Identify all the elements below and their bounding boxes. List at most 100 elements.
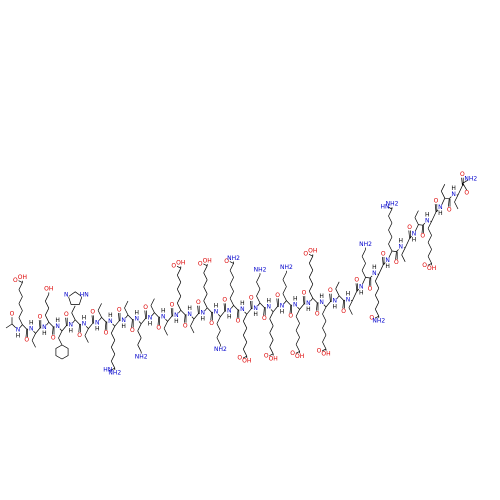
bond [154,312,160,318]
bond [361,270,366,278]
bond [308,277,314,285]
bond [246,308,252,315]
side-chain-label: O [303,251,308,258]
bond [31,340,36,348]
bond [302,295,305,305]
label-bg [120,317,127,324]
bond [35,327,41,334]
label-bg [340,308,347,315]
amide-h: H [121,323,126,330]
amide-n: N [293,301,298,308]
label-bg [428,265,435,272]
side-chain-ring [68,291,83,305]
carbonyl-o: O [77,332,82,339]
bond [321,348,327,352]
bond [31,333,36,341]
label-bg [459,171,466,178]
amide-h: H [55,317,60,324]
amide-h: H [451,185,456,192]
bond [322,327,327,336]
carbonyl-o: O [354,277,359,284]
bond [427,263,432,266]
bond [427,221,432,229]
bond [269,332,274,340]
carbonyl-o: O [130,327,135,334]
label-bg [265,304,272,311]
bond [91,315,94,324]
bond [289,305,292,314]
bond [414,217,419,225]
label-bg [309,248,316,255]
amide-n: N [227,307,232,314]
bond [462,183,468,191]
amide-h: H [438,210,443,217]
amide-n: N [451,191,456,198]
label-bg [252,305,259,312]
bond [176,303,182,311]
label-bg [322,350,330,358]
bond [203,265,208,273]
label-bg [353,277,360,284]
carbonyl-o: O [24,337,29,344]
amide-n: N [425,217,430,224]
amide-h: H [108,312,113,319]
carbonyl-o: O [302,290,307,297]
amide-n: N [121,317,126,324]
amide-h: H [306,306,311,313]
bond [404,238,410,248]
label-bg [421,262,428,269]
bond [348,307,353,315]
label-bg [234,317,242,325]
carbonyl-o: O [64,311,69,318]
bond [110,354,116,362]
bond [259,302,265,308]
label-bg [239,306,246,313]
amide-n: N [412,231,417,238]
bond [308,284,314,292]
amide-h: H [240,300,245,307]
amide-h: H [135,310,140,317]
bond [461,177,463,186]
amide-h: H [267,298,272,305]
label-bg [221,297,228,304]
label-bg [381,203,389,211]
bond [229,277,234,285]
side-chain-label: O [198,260,203,267]
bond [295,337,300,345]
bond [269,339,274,347]
label-bg [419,233,426,240]
bond [44,301,50,309]
bond [414,210,419,218]
bond [137,337,142,345]
bond [440,184,446,192]
carbonyl-o: O [249,294,254,301]
bond [276,298,278,307]
label-bg [261,315,268,322]
bond [282,286,287,294]
bond [220,310,226,317]
bond [18,310,23,318]
bond [361,263,366,271]
side-chain-label: O [171,263,176,270]
bond [242,349,248,357]
side-chain-label: N [64,291,69,298]
label-bg [94,319,101,326]
bond [74,319,80,325]
amide-h: H [280,309,285,316]
carbonyl-o: O [315,310,320,317]
amide-n: N [69,322,74,329]
amide-h: H [95,325,100,332]
label-bg [182,322,189,329]
amide-n: N [306,300,311,307]
label-bg [197,260,204,267]
amide-h: H [227,313,232,320]
label-bg [384,257,391,264]
label-bg [287,313,294,320]
label-bg [331,298,338,305]
bond [269,318,274,326]
carbonyl-o: O [117,306,122,313]
bond [242,314,248,322]
bond [176,296,182,304]
bond [233,305,239,311]
side-chain-label: NH2 [108,370,121,377]
